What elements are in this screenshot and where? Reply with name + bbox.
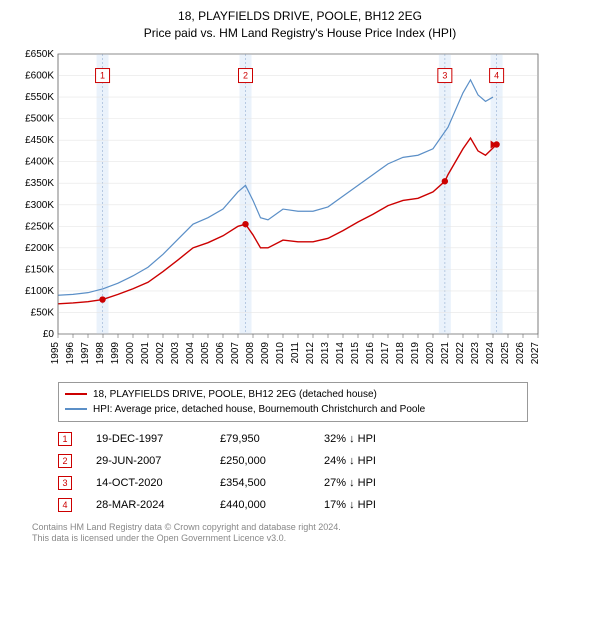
svg-text:2007: 2007 [230, 341, 241, 364]
event-marker: 1 [58, 432, 72, 446]
legend-item: HPI: Average price, detached house, Bour… [65, 402, 521, 417]
svg-text:2009: 2009 [260, 341, 271, 364]
svg-text:2018: 2018 [395, 341, 406, 364]
event-date: 14-OCT-2020 [96, 477, 196, 489]
svg-text:2017: 2017 [380, 341, 391, 364]
event-row: 1 19-DEC-1997 £79,950 32% ↓ HPI [58, 428, 588, 450]
event-price: £440,000 [220, 499, 300, 511]
svg-text:2014: 2014 [335, 341, 346, 364]
svg-text:2002: 2002 [155, 341, 166, 364]
footer-line2: This data is licensed under the Open Gov… [32, 533, 588, 545]
legend-item: 18, PLAYFIELDS DRIVE, POOLE, BH12 2EG (d… [65, 387, 521, 402]
svg-text:4: 4 [494, 70, 499, 80]
chart-title-line1: 18, PLAYFIELDS DRIVE, POOLE, BH12 2EG [12, 8, 588, 25]
event-marker: 2 [58, 454, 72, 468]
svg-text:1998: 1998 [95, 341, 106, 364]
svg-text:2016: 2016 [365, 341, 376, 364]
legend-swatch [65, 393, 87, 395]
svg-text:2012: 2012 [305, 341, 316, 364]
svg-text:2008: 2008 [245, 341, 256, 364]
event-date: 19-DEC-1997 [96, 433, 196, 445]
event-date: 29-JUN-2007 [96, 455, 196, 467]
svg-text:£50K: £50K [31, 307, 55, 318]
svg-text:£100K: £100K [25, 286, 54, 297]
svg-text:2025: 2025 [500, 341, 511, 364]
svg-text:2001: 2001 [140, 341, 151, 364]
svg-text:2003: 2003 [170, 341, 181, 364]
svg-text:1995: 1995 [50, 341, 61, 364]
legend-label: HPI: Average price, detached house, Bour… [93, 402, 425, 417]
svg-text:3: 3 [442, 70, 447, 80]
event-delta: 17% ↓ HPI [324, 499, 424, 511]
svg-text:£0: £0 [43, 329, 55, 340]
svg-text:£600K: £600K [25, 70, 54, 81]
svg-text:£400K: £400K [25, 156, 54, 167]
event-delta: 32% ↓ HPI [324, 433, 424, 445]
svg-text:2013: 2013 [320, 341, 331, 364]
svg-text:2005: 2005 [200, 341, 211, 364]
footer-line1: Contains HM Land Registry data © Crown c… [32, 522, 588, 534]
chart-container: 18, PLAYFIELDS DRIVE, POOLE, BH12 2EG Pr… [0, 0, 600, 553]
events-table: 1 19-DEC-1997 £79,950 32% ↓ HPI 2 29-JUN-2007… [58, 428, 588, 516]
event-date: 28-MAR-2024 [96, 499, 196, 511]
svg-text:1997: 1997 [80, 341, 91, 364]
svg-text:£350K: £350K [25, 178, 54, 189]
svg-text:2027: 2027 [530, 341, 541, 364]
line-chart-svg: £0 £50K £100K £150K £200K £250K £300K £350K £400… [12, 48, 588, 378]
svg-text:2000: 2000 [125, 341, 136, 364]
svg-text:2011: 2011 [290, 341, 301, 363]
svg-text:£650K: £650K [25, 49, 54, 60]
svg-text:2004: 2004 [185, 341, 196, 364]
event-price: £79,950 [220, 433, 300, 445]
svg-text:2015: 2015 [350, 341, 361, 364]
chart-plot: £0 £50K £100K £150K £200K £250K £300K £350K £400… [12, 48, 588, 378]
svg-text:£500K: £500K [25, 113, 54, 124]
event-delta: 27% ↓ HPI [324, 477, 424, 489]
svg-text:1996: 1996 [65, 341, 76, 364]
svg-text:1: 1 [100, 70, 105, 80]
event-marker: 4 [58, 498, 72, 512]
svg-text:£250K: £250K [25, 221, 54, 232]
svg-text:2024: 2024 [485, 341, 496, 364]
svg-text:£450K: £450K [25, 135, 54, 146]
legend: 18, PLAYFIELDS DRIVE, POOLE, BH12 2EG (d… [58, 382, 528, 422]
svg-text:2010: 2010 [275, 341, 286, 364]
svg-text:£550K: £550K [25, 92, 54, 103]
svg-text:2: 2 [243, 70, 248, 80]
svg-text:2020: 2020 [425, 341, 436, 364]
svg-text:2021: 2021 [440, 341, 451, 364]
svg-text:2019: 2019 [410, 341, 421, 364]
svg-text:2006: 2006 [215, 341, 226, 364]
event-row: 2 29-JUN-2007 £250,000 24% ↓ HPI [58, 450, 588, 472]
event-row: 4 28-MAR-2024 £440,000 17% ↓ HPI [58, 494, 588, 516]
event-delta: 24% ↓ HPI [324, 455, 424, 467]
svg-text:£300K: £300K [25, 199, 54, 210]
legend-swatch [65, 408, 87, 410]
svg-text:2023: 2023 [470, 341, 481, 364]
svg-text:2026: 2026 [515, 341, 526, 364]
svg-text:2022: 2022 [455, 341, 466, 364]
svg-text:1999: 1999 [110, 341, 121, 364]
event-marker: 3 [58, 476, 72, 490]
event-price: £354,500 [220, 477, 300, 489]
svg-text:£150K: £150K [25, 264, 54, 275]
svg-text:£200K: £200K [25, 242, 54, 253]
legend-label: 18, PLAYFIELDS DRIVE, POOLE, BH12 2EG (d… [93, 387, 377, 402]
event-row: 3 14-OCT-2020 £354,500 27% ↓ HPI [58, 472, 588, 494]
chart-title-line2: Price paid vs. HM Land Registry's House … [12, 25, 588, 42]
footer-note: Contains HM Land Registry data © Crown c… [32, 522, 588, 545]
event-price: £250,000 [220, 455, 300, 467]
